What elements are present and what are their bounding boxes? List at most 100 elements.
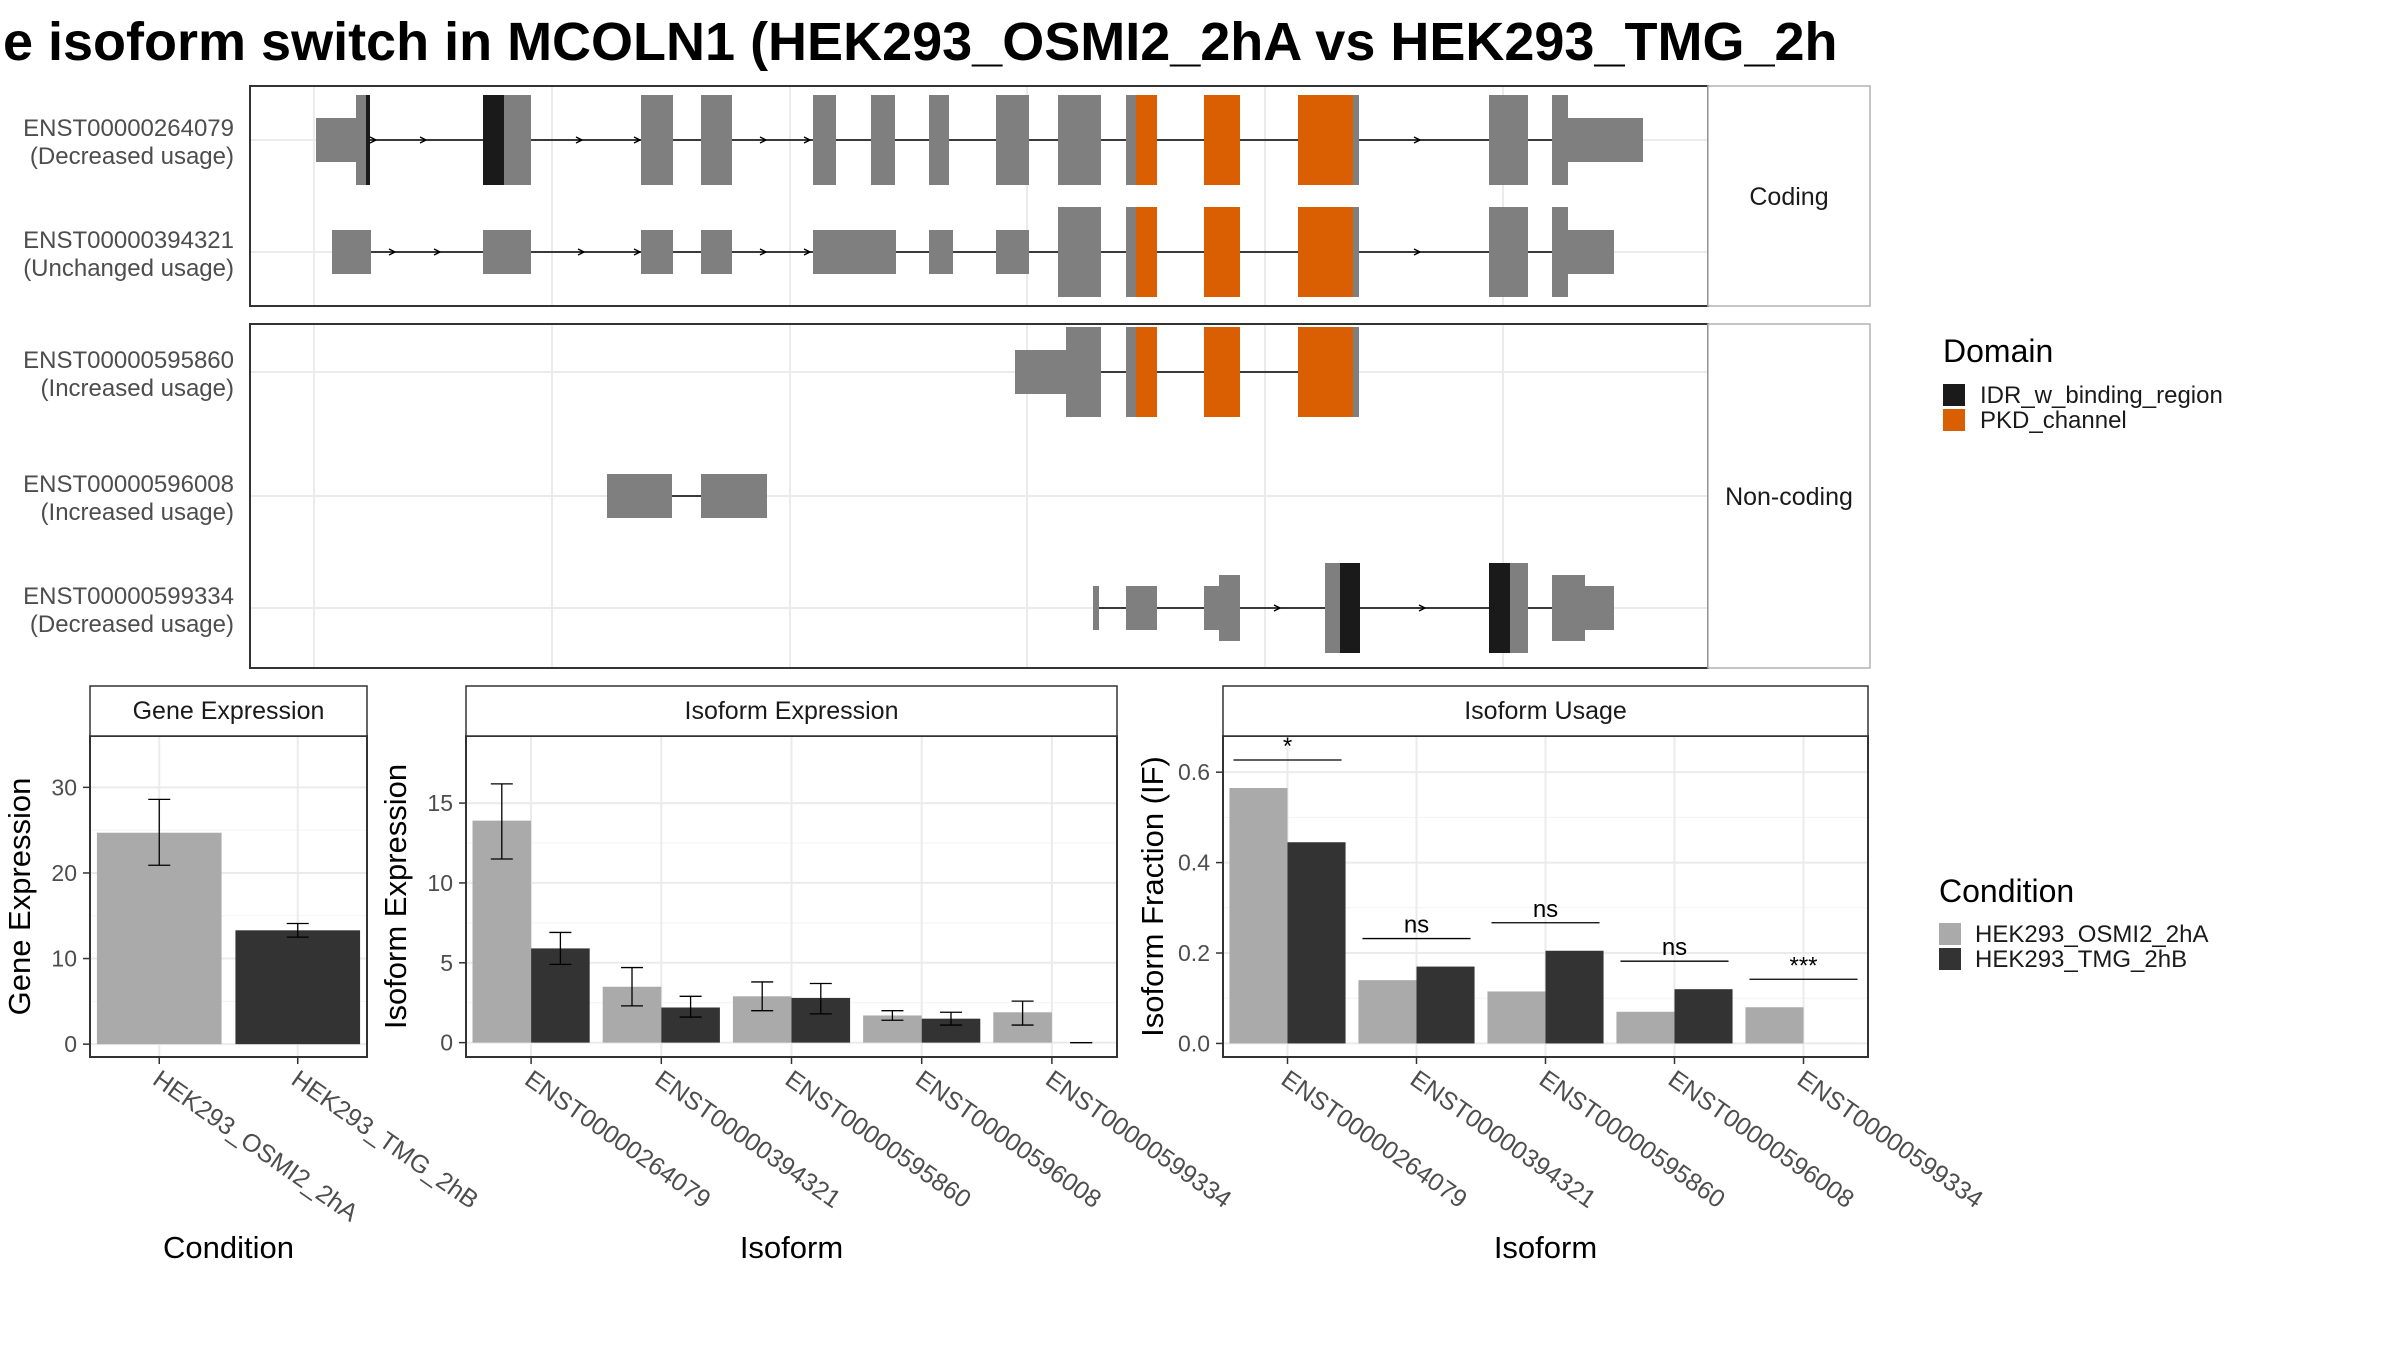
- error-bar: [621, 966, 644, 1007]
- legend-swatch: [1943, 409, 1965, 431]
- y-tick-label: 0.6: [1178, 759, 1210, 785]
- bar: [1616, 1011, 1675, 1044]
- y-tick-label: 5: [440, 950, 453, 976]
- direction-arrow: [1413, 136, 1422, 144]
- exon: [1585, 586, 1614, 630]
- facet-strip-label: Non-coding: [1725, 483, 1853, 511]
- exon: [929, 230, 953, 274]
- error-bar: [286, 922, 309, 938]
- y-axis-title: Isoform Expression: [378, 764, 413, 1029]
- y-tick-label: 30: [51, 774, 77, 800]
- transcript-ENST00000596008: [607, 474, 767, 518]
- significance-label: ***: [1789, 952, 1817, 979]
- direction-arrow: [388, 248, 397, 256]
- exon: [1219, 575, 1240, 641]
- exon: [701, 95, 732, 185]
- bar: [1745, 1007, 1804, 1044]
- exon-idr-domain: [1340, 563, 1360, 653]
- exon: [1353, 95, 1359, 185]
- exon: [1126, 327, 1136, 417]
- transcript-label: ENST00000394321: [23, 227, 234, 254]
- exon-pkd-domain: [1298, 95, 1353, 185]
- exon: [996, 230, 1029, 274]
- structure-facet-1: [249, 323, 1871, 669]
- legend-swatch: [1943, 384, 1965, 406]
- exon: [813, 230, 896, 274]
- y-axis-title: Isoform Fraction (IF): [1135, 756, 1170, 1037]
- chart-title: Gene Expression: [133, 697, 325, 725]
- facet-strip-label: Coding: [1749, 183, 1828, 211]
- direction-arrow: [633, 248, 642, 256]
- facet-strip: [1707, 323, 1871, 669]
- significance-label: *: [1283, 733, 1292, 760]
- strip: [1222, 685, 1869, 737]
- exon: [356, 95, 366, 185]
- y-tick-label: 20: [51, 860, 77, 886]
- exon: [929, 95, 949, 185]
- bar: [921, 1018, 981, 1043]
- exon: [1552, 95, 1568, 185]
- exon: [1325, 563, 1340, 653]
- direction-arrow: [1418, 604, 1427, 612]
- exon-pkd-domain: [1298, 327, 1353, 417]
- x-axis-title: Isoform: [740, 1230, 843, 1265]
- exon: [316, 118, 356, 162]
- chart-title: Isoform Expression: [685, 697, 899, 725]
- y-axis-title: Gene Expression: [2, 778, 37, 1016]
- y-tick-label: 10: [427, 870, 453, 896]
- legend-title: Condition: [1939, 873, 2074, 909]
- bar: [96, 832, 222, 1045]
- bar-chart-1: Isoform Expression051015ENST00000264079E…: [378, 685, 1236, 1265]
- exon-idr-domain: [1489, 563, 1510, 653]
- chart-title: Isoform Usage: [1464, 697, 1627, 725]
- legend-label: PKD_channel: [1980, 407, 2127, 434]
- exon: [1058, 95, 1101, 185]
- direction-arrow: [633, 136, 642, 144]
- transcript-usage-label: (Decreased usage): [30, 611, 234, 638]
- x-axis-title: Isoform: [1494, 1230, 1597, 1265]
- exon: [1066, 327, 1101, 417]
- bar: [1674, 989, 1733, 1044]
- error-bar: [148, 798, 171, 866]
- significance-label: ns: [1533, 896, 1558, 923]
- transcript-label: ENST00000599334: [23, 583, 234, 610]
- exon: [1068, 207, 1101, 297]
- exon: [1552, 207, 1568, 297]
- exon-pkd-domain: [1204, 207, 1240, 297]
- direction-arrow: [577, 248, 586, 256]
- exon: [871, 95, 895, 185]
- transcript-label: ENST00000596008: [23, 471, 234, 498]
- error-bar: [881, 1010, 904, 1021]
- error-bar: [679, 995, 702, 1018]
- error-bar: [1011, 1000, 1034, 1026]
- transcript-usage-label: (Increased usage): [41, 499, 234, 526]
- transcript-usage-label: (Increased usage): [41, 375, 234, 402]
- transcript-label: ENST00000264079: [23, 115, 234, 142]
- exon: [332, 230, 371, 274]
- exon: [1510, 563, 1528, 653]
- transcript-ENST00000264079: [316, 95, 1643, 185]
- exon: [1126, 95, 1136, 185]
- transcript-ENST00000394321: [332, 207, 1614, 297]
- exon: [1015, 350, 1066, 394]
- exon-pkd-domain: [1298, 207, 1353, 297]
- exon: [701, 474, 767, 518]
- page-title: he isoform switch in MCOLN1 (HEK293_OSMI…: [0, 12, 1838, 72]
- exon: [1126, 586, 1157, 630]
- direction-arrow: [759, 248, 768, 256]
- exon-idr-domain: [483, 95, 504, 185]
- strip: [89, 685, 368, 737]
- bar: [1416, 966, 1475, 1044]
- exon-pkd-domain: [1204, 327, 1240, 417]
- exon: [483, 230, 531, 274]
- bar-chart-0: Gene Expression0102030HEK293_OSMI2_2hAHE…: [2, 685, 483, 1265]
- exon: [641, 230, 673, 274]
- exon-pkd-domain: [1136, 207, 1157, 297]
- direction-arrow: [1273, 604, 1282, 612]
- exon: [1353, 327, 1359, 417]
- significance-label: ns: [1662, 934, 1687, 961]
- error-bar: [751, 981, 774, 1012]
- legend-label: IDR_w_binding_region: [1980, 382, 2223, 409]
